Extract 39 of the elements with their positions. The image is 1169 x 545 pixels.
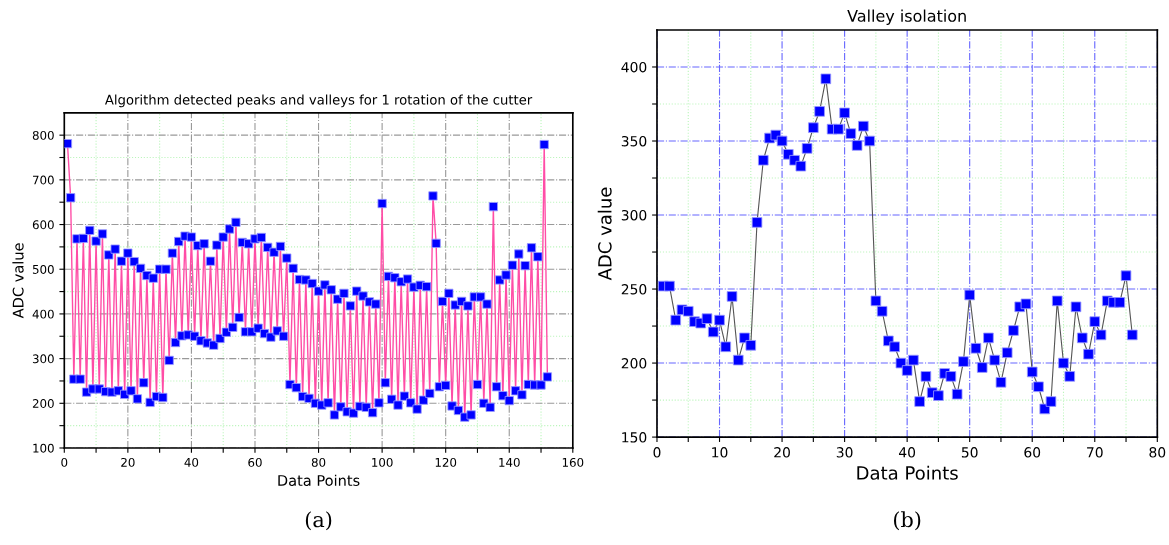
x-tick-label: 20 — [774, 447, 790, 458]
y-tick-label: 350 — [621, 135, 647, 147]
y-tick-label: 400 — [621, 61, 647, 73]
y-axis-title: ADC value — [12, 243, 24, 319]
y-tick-label: 250 — [621, 284, 647, 295]
x-tick-label: 80 — [1149, 447, 1166, 458]
y-tick-label: 150 — [622, 432, 647, 443]
x-tick-label: 70 — [1087, 447, 1103, 458]
x-tick-label: 160 — [562, 457, 584, 467]
x-tick-label: 20 — [121, 457, 135, 467]
y-tick-label: 800 — [32, 130, 54, 140]
chart-title: Algorithm detected peaks and valleys for 1 rotation of the cutter — [104, 94, 533, 108]
y-tick-label: 300 — [621, 210, 647, 221]
x-tick-label: 40 — [898, 447, 916, 458]
y-tick-label: 400 — [32, 309, 54, 319]
x-tick-label: 100 — [372, 457, 393, 467]
text: (a) — [305, 511, 332, 531]
y-tick-label: 200 — [621, 358, 647, 369]
x-tick-label: 40 — [184, 457, 199, 467]
x-tick-label: 80 — [311, 457, 326, 467]
x-tick-label: 120 — [435, 457, 457, 467]
y-tick-label: 600 — [32, 220, 54, 230]
x-tick-label: 60 — [248, 457, 262, 467]
y-tick-label: 500 — [32, 264, 54, 274]
y-axis-title: ADC value — [597, 187, 612, 281]
x-tick-label: 10 — [712, 447, 728, 458]
y-tick-label: 700 — [33, 175, 54, 185]
x-tick-label: 0 — [653, 447, 661, 458]
x-axis-title: Data Points — [278, 474, 360, 486]
x-tick-label: 30 — [836, 447, 853, 458]
text: (b) — [893, 511, 921, 531]
chart-title: Valley isolation — [847, 9, 966, 25]
x-tick-label: 60 — [1024, 447, 1041, 458]
x-axis-title: Data Points — [857, 465, 958, 480]
x-tick-label: 50 — [961, 447, 978, 458]
y-tick-label: 300 — [32, 354, 54, 364]
y-tick-label: 200 — [32, 399, 54, 408]
x-tick-label: 140 — [499, 457, 520, 467]
x-tick-label: 0 — [61, 457, 68, 467]
